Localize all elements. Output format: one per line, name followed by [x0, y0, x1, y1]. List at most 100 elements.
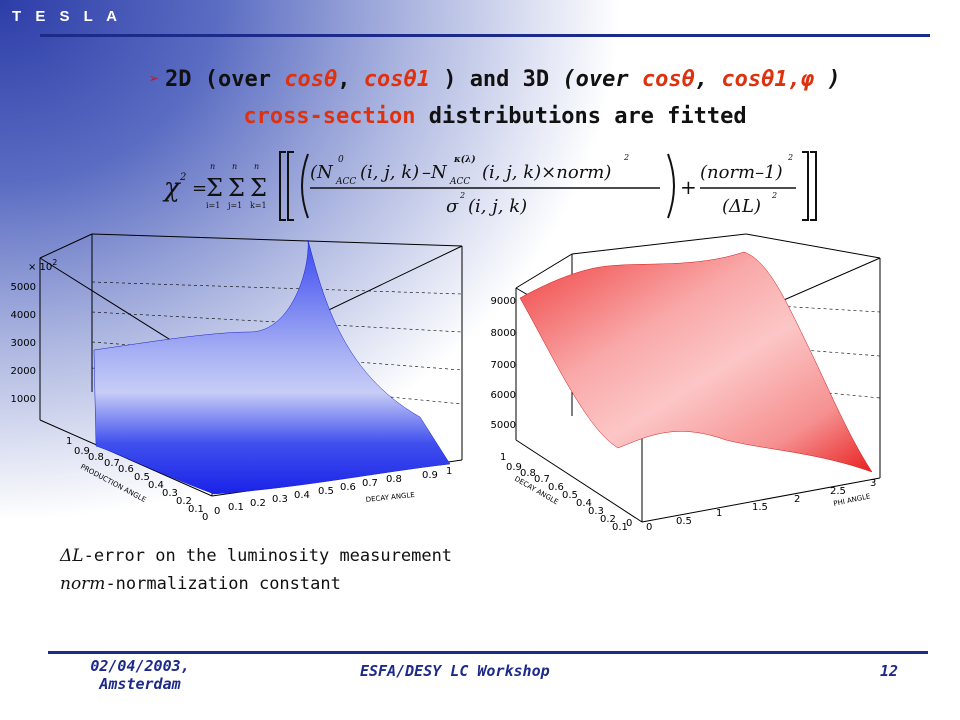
x-axis-label: DECAY ANGLE: [365, 491, 415, 504]
z-tick-label: 6000: [491, 390, 516, 401]
y-tick-label: 0: [626, 518, 632, 529]
note-symbol: norm: [60, 574, 106, 594]
formula-equals: =: [192, 178, 207, 199]
formula-n-sub: ACC: [335, 177, 356, 187]
z-tick-label: 4000: [11, 310, 36, 321]
z-axis-ticks: 9000 8000 7000 6000 5000: [491, 296, 516, 431]
x-tick-label: 2.5: [830, 486, 846, 497]
y-tick-label: 0.5: [562, 490, 578, 501]
right-surface-plot: 9000 8000 7000 6000 5000 1 0.9 0.8 0.7 0…: [491, 233, 881, 532]
formula-sum-index: k=1: [250, 201, 267, 210]
note-normalization: norm-normalization constant: [60, 570, 452, 598]
headline-highlight: cosθ1: [363, 67, 430, 92]
formula-sq: 2: [623, 153, 629, 162]
bottom-divider: [48, 651, 928, 654]
formula-chi-exp: 2: [179, 172, 186, 183]
brand-label: T E S L A: [12, 8, 123, 25]
z-tick-label: 2000: [11, 366, 36, 377]
x-tick-label: 1: [716, 508, 722, 519]
y-tick-label: 0.6: [548, 482, 564, 493]
z-tick-label: 5000: [11, 282, 36, 293]
footer-place-text: Amsterdam: [99, 675, 181, 693]
note-text: -error on the luminosity measurement: [83, 546, 453, 566]
footer-date: 02/04/2003, Amsterdam: [70, 657, 210, 693]
x-tick-label: 1.5: [752, 502, 768, 513]
y-tick-label: 0.6: [118, 464, 134, 475]
y-tick-label: 0.1: [188, 504, 204, 515]
formula-sum-top: n: [254, 162, 259, 171]
formula-left-bracket: [279, 151, 286, 221]
y-axis-ticks: 1 0.9 0.8 0.7 0.6 0.5 0.4 0.3 0.2 0.1 0: [66, 436, 208, 523]
arrow-bullet-icon: ➢: [149, 69, 160, 88]
x-tick-label: 0: [214, 506, 220, 517]
z-tick-label: 3000: [11, 338, 36, 349]
formula-n-sup: 0: [338, 155, 344, 165]
top-divider: [40, 34, 930, 37]
formula-sigma: σ: [446, 196, 459, 217]
formula-n-acc: (N: [310, 162, 334, 183]
y-tick-label: 1: [500, 452, 506, 463]
red-surface: [519, 251, 873, 473]
formula-sum-top: n: [210, 162, 215, 171]
headline-text: 2D (over: [165, 67, 285, 92]
formula-left-bracket: [287, 151, 294, 221]
formula-right-paren: [667, 153, 675, 219]
z-tick-label: 7000: [491, 360, 516, 371]
y-tick-label: 0.7: [104, 458, 120, 469]
y-tick-label: 0.5: [134, 472, 150, 483]
x-tick-label: 0.5: [676, 516, 692, 527]
z-tick-label: 5000: [491, 420, 516, 431]
formula-args: (i, j, k): [360, 162, 419, 183]
footer-date-text: 02/04/2003,: [90, 657, 190, 675]
y-tick-label: 0.3: [588, 506, 604, 517]
formula-n-sub: ACC: [449, 177, 470, 187]
y-tick-label: 0: [202, 512, 208, 523]
blue-surface: [93, 239, 451, 495]
y-tick-label: 1: [66, 436, 72, 447]
x-axis-ticks: 0 0.1 0.2 0.3 0.4 0.5 0.6 0.7 0.8 0.9 1: [214, 466, 452, 517]
notes: ΔL-error on the luminosity measurement n…: [60, 542, 452, 598]
headline-text: ,: [337, 67, 364, 92]
y-tick-label: 0.8: [520, 468, 536, 479]
z-tick-label: 9000: [491, 296, 516, 307]
formula-sum-sign: Σ: [250, 174, 267, 202]
headline-line-1: ➢ 2D (over cosθ, cosθ1 ) and 3D (over cos…: [60, 62, 930, 99]
z-axis-ticks: 5000 4000 3000 2000 1000: [11, 282, 36, 405]
headline-text: distributions are fitted: [415, 104, 747, 129]
x-tick-label: 0.2: [250, 498, 266, 509]
formula-args: (i, j, k)×norm): [482, 162, 611, 183]
footer-page-number: 12: [880, 662, 899, 680]
footer-event: ESFA/DESY LC Workshop: [360, 662, 550, 680]
formula-sq: 2: [787, 153, 793, 162]
x-tick-label: 1: [446, 466, 452, 477]
y-tick-label: 0.7: [534, 474, 550, 485]
formula-sum-sign: Σ: [206, 174, 223, 202]
formula-plus: +: [680, 175, 697, 199]
formula-sigma-sq: 2: [459, 191, 465, 200]
x-tick-label: 0.4: [294, 490, 310, 501]
y-tick-label: 0.9: [74, 446, 90, 457]
y-tick-label: 0.8: [88, 452, 104, 463]
headline-text: ,: [694, 67, 722, 92]
x-tick-label: 0.8: [386, 474, 402, 485]
z-tick-label: 8000: [491, 328, 516, 339]
z-multiplier: × 102: [28, 258, 57, 273]
x-tick-label: 0.5: [318, 486, 334, 497]
x-tick-label: 0.6: [340, 482, 356, 493]
x-tick-label: 2: [794, 494, 800, 505]
z-tick-label: 1000: [11, 394, 36, 405]
headline-highlight: cosθ: [284, 67, 338, 92]
x-tick-label: 3: [870, 478, 876, 489]
headline-highlight: cosθ1,: [721, 67, 801, 92]
y-tick-label: 0.9: [506, 462, 522, 473]
chi-square-formula: χ 2 = n Σ i=1 n Σ j=1 n Σ k=1 (N 0 ACC (…: [162, 151, 817, 221]
x-tick-label: 0.9: [422, 470, 438, 481]
y-tick-label: 0.1: [612, 522, 628, 532]
left-surface-plot: × 102 5000 4000 3000 2000 1000 1 0.9 0.8…: [11, 233, 463, 523]
y-tick-label: 0.2: [600, 514, 616, 525]
note-text: -normalization constant: [105, 574, 341, 594]
formula-args: (i, j, k): [468, 196, 527, 217]
formula-kappa-sup: κ(λ): [453, 154, 476, 165]
headline-highlight: cosθ: [641, 67, 695, 92]
formula-sum-index: j=1: [227, 201, 242, 210]
